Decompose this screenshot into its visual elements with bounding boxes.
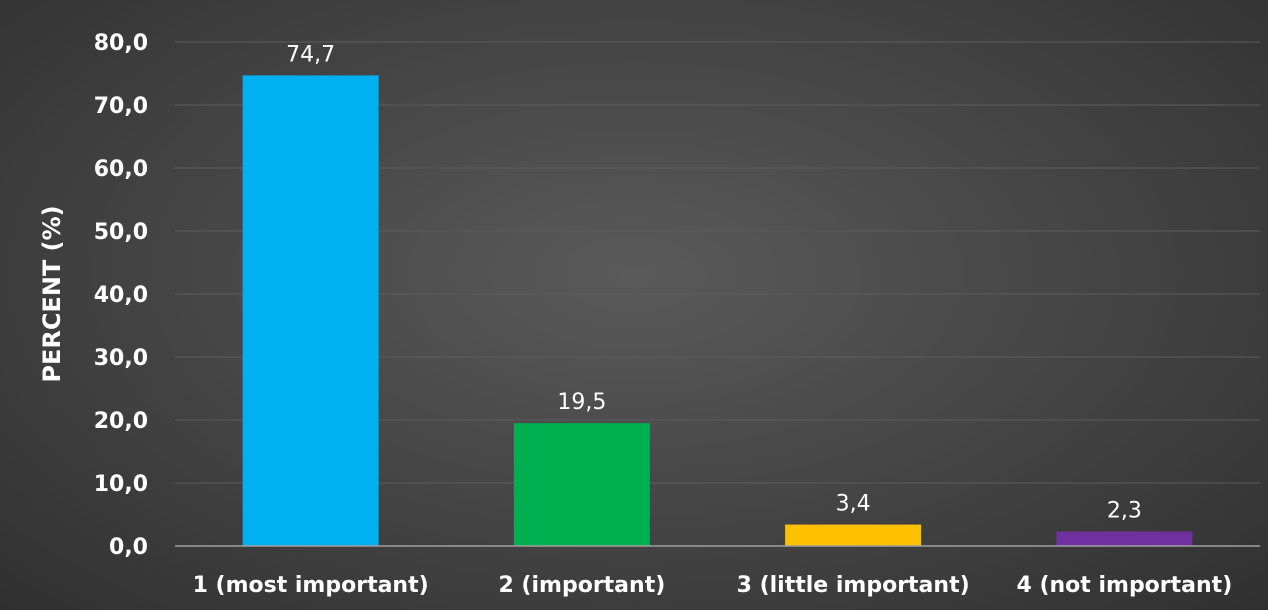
bars [242,75,1193,546]
bar [513,423,650,546]
x-category-label: 1 (most important) [193,573,429,598]
y-tick-label: 70,0 [94,94,148,119]
data-label: 74,7 [286,42,335,67]
y-tick-label: 10,0 [94,472,148,497]
data-label: 3,4 [836,492,871,517]
data-label: 2,3 [1107,499,1142,524]
y-tick-label: 20,0 [94,409,148,434]
bar [242,75,379,546]
x-axis-category-labels: 1 (most important) 2 (important) 3 (little… [193,573,1233,598]
y-tick-label: 50,0 [94,220,148,245]
y-tick-label: 40,0 [94,283,148,308]
y-axis-tick-labels: 0,0 10,0 20,0 30,0 40,0 50,0 60,0 70,0 80,0 [94,31,148,560]
x-category-label: 2 (important) [498,573,665,598]
y-tick-label: 60,0 [94,157,148,182]
y-tick-label: 30,0 [94,346,148,371]
x-category-label: 3 (little important) [737,573,970,598]
y-tick-label: 80,0 [94,31,148,56]
y-axis-title: PERCENT (%) [38,205,66,382]
y-tick-label: 0,0 [109,535,148,560]
data-labels: 74,7 19,5 3,4 2,3 [286,42,1142,523]
x-category-label: 4 (not important) [1017,573,1233,598]
bar [785,524,922,546]
data-label: 19,5 [557,390,606,415]
bar [1056,531,1193,546]
